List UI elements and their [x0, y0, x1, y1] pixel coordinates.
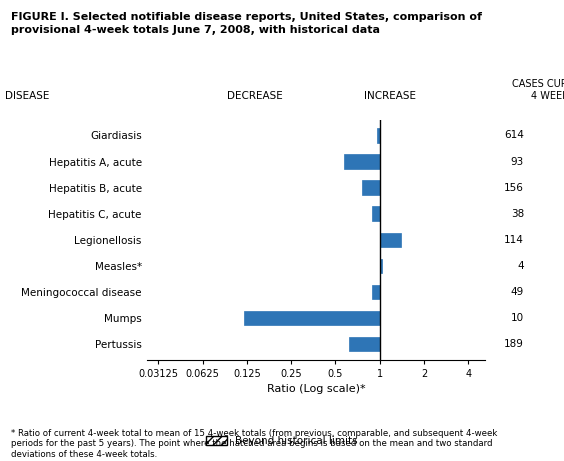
Bar [372, 207, 380, 221]
Bar [380, 259, 382, 273]
Text: 93: 93 [510, 157, 524, 166]
Text: FIGURE I. Selected notifiable disease reports, United States, comparison of: FIGURE I. Selected notifiable disease re… [11, 12, 482, 22]
Text: 614: 614 [504, 130, 524, 141]
Text: 189: 189 [504, 339, 524, 349]
Text: 156: 156 [504, 183, 524, 193]
Bar [377, 128, 380, 142]
Text: 4: 4 [517, 261, 524, 271]
Text: 38: 38 [510, 209, 524, 219]
Bar [344, 154, 380, 169]
Text: 10: 10 [511, 313, 524, 323]
Text: INCREASE: INCREASE [364, 91, 416, 100]
Legend: Beyond historical limits: Beyond historical limits [202, 432, 362, 450]
Bar [372, 284, 380, 299]
Bar [380, 232, 401, 247]
Text: DECREASE: DECREASE [227, 91, 283, 100]
Text: * Ratio of current 4-week total to mean of 15 4-week totals (from previous, comp: * Ratio of current 4-week total to mean … [11, 429, 497, 459]
X-axis label: Ratio (Log scale)*: Ratio (Log scale)* [267, 384, 365, 394]
Bar [244, 311, 380, 325]
Text: provisional 4-week totals June 7, 2008, with historical data: provisional 4-week totals June 7, 2008, … [11, 25, 380, 35]
Text: DISEASE: DISEASE [5, 91, 49, 100]
Text: CASES CURRENT
4 WEEKS: CASES CURRENT 4 WEEKS [512, 79, 564, 100]
Bar [362, 180, 380, 195]
Bar [349, 337, 380, 351]
Text: 49: 49 [510, 287, 524, 297]
Text: 114: 114 [504, 235, 524, 245]
